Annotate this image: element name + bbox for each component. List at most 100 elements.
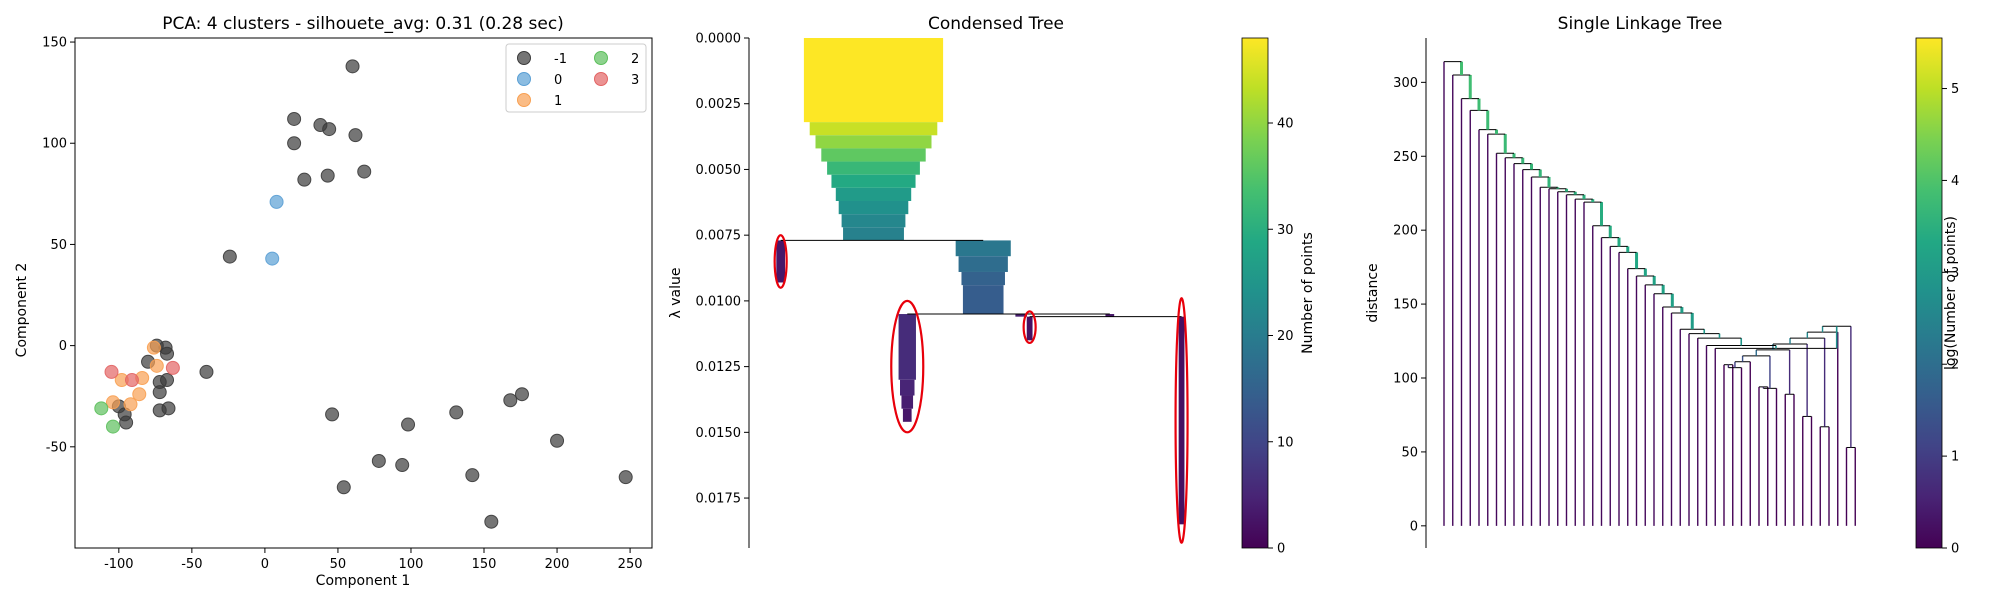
scatter-point xyxy=(357,164,372,179)
colorbar-tick-label: 3 xyxy=(1951,266,1959,281)
condensed-tree-bar xyxy=(1178,316,1185,525)
selected-cluster-ellipse xyxy=(1174,297,1189,544)
x-tick-label: 250 xyxy=(618,557,643,572)
y-tick-label: 300 xyxy=(1393,76,1418,91)
legend-marker xyxy=(517,93,531,107)
scatter-point xyxy=(124,373,139,388)
colorbar-tick-label: 40 xyxy=(1277,117,1294,132)
condensed-tree-bar xyxy=(958,256,1008,272)
y-tick-label: 50 xyxy=(1401,445,1418,460)
y-tick-label: 150 xyxy=(42,36,67,51)
scatter-point xyxy=(297,172,312,187)
y-tick-label: 100 xyxy=(42,137,67,152)
legend-label: 1 xyxy=(554,94,562,109)
log-colorbar-gradient xyxy=(1915,37,1943,549)
scatter-point xyxy=(152,385,167,400)
x-tick-label: 100 xyxy=(399,557,424,572)
legend-marker xyxy=(594,72,608,86)
legend-label: -1 xyxy=(554,52,567,67)
y-tick-label: 0 xyxy=(1410,519,1418,534)
pca-scatter-panel: PCA: 4 clusters - silhouete_avg: 0.31 (0… xyxy=(14,14,653,589)
legend-label: 3 xyxy=(631,73,639,88)
condensed-tree-bar xyxy=(900,379,915,396)
pca-axes-frame xyxy=(74,37,653,549)
condensed-tree-bar xyxy=(841,214,906,228)
scatter-point xyxy=(222,249,237,264)
y-tick-label: 0.0150 xyxy=(696,426,742,441)
y-tick-label: 0.0025 xyxy=(696,97,742,112)
single-linkage-y-axis-label: distance xyxy=(1365,263,1381,322)
condensed-tree-bar xyxy=(827,161,920,175)
legend-marker xyxy=(594,51,608,65)
colorbar-tick-label: 2 xyxy=(1951,358,1959,373)
legend-label: 2 xyxy=(631,52,639,67)
scatter-point xyxy=(160,373,175,388)
log-points-colorbar-label: log(Number of points) xyxy=(1943,216,1959,370)
scatter-point xyxy=(269,194,284,209)
scatter-point xyxy=(465,468,480,483)
selected-cluster-ellipse xyxy=(890,299,925,434)
colorbar-tick-label: 0 xyxy=(1277,542,1285,557)
selected-cluster-ellipse xyxy=(773,234,788,289)
condensed-tree-bar xyxy=(1105,314,1115,317)
condensed-tree-bar xyxy=(955,240,1011,257)
scatter-point xyxy=(484,514,499,529)
condensed-tree-bar xyxy=(831,174,916,188)
scatter-point xyxy=(348,128,363,143)
scatter-point xyxy=(105,395,120,410)
condensed-tree-bar xyxy=(1026,316,1033,341)
scatter-point xyxy=(287,136,302,151)
condensed-tree-bar xyxy=(902,408,912,422)
x-tick-label: 150 xyxy=(472,557,497,572)
scatter-point xyxy=(104,364,119,379)
y-tick-label: 200 xyxy=(1393,224,1418,239)
scatter-point xyxy=(550,433,565,448)
y-tick-label: 0.0000 xyxy=(696,32,742,47)
condensed-tree-panel: Condensed Tree 0.0000 0.0025 0.0050 0.0075 0… xyxy=(668,14,1316,557)
y-tick-label: 0.0050 xyxy=(696,163,742,178)
condensed-tree-bar xyxy=(821,148,926,162)
scatter-point xyxy=(165,360,180,375)
y-tick-label: 250 xyxy=(1393,150,1418,165)
x-tick-label: 50 xyxy=(330,557,347,572)
condensed-tree-bar xyxy=(835,187,912,201)
scatter-point xyxy=(371,453,386,468)
scatter-point xyxy=(514,387,529,402)
condensed-tree-bar xyxy=(1015,314,1027,317)
legend-marker xyxy=(517,72,531,86)
scatter-point xyxy=(161,401,176,416)
condensed-tree-bar xyxy=(776,240,786,283)
condensed-tree-bar xyxy=(843,227,904,241)
colorbar-tick-label: 4 xyxy=(1951,174,1959,189)
colorbar-tick-label: 30 xyxy=(1277,223,1294,238)
scatter-point xyxy=(94,401,109,416)
condensed-tree-bar xyxy=(815,135,932,149)
y-tick-label: 0.0075 xyxy=(696,229,742,244)
scatter-point xyxy=(325,407,340,422)
pca-legend: -1 0 1 2 3 xyxy=(505,43,647,113)
condensed-tree-bar xyxy=(961,271,1005,286)
log-points-colorbar: 0 1 2 3 4 5 xyxy=(1915,37,1959,557)
colorbar-tick-label: 20 xyxy=(1277,329,1294,344)
x-tick-label: -100 xyxy=(104,557,134,572)
condensed-tree-bar xyxy=(901,395,914,409)
condensed-tree-bar xyxy=(838,200,909,215)
y-tick-label: 0.0175 xyxy=(696,492,742,507)
y-tick-label: -50 xyxy=(46,440,67,455)
y-tick-label: 100 xyxy=(1393,372,1418,387)
scatter-point xyxy=(146,340,161,355)
condensed-tree-bar xyxy=(809,122,938,136)
points-colorbar-gradient xyxy=(1241,37,1269,549)
y-tick-label: 50 xyxy=(50,238,67,253)
condensed-tree-bar xyxy=(803,38,944,123)
scatter-point xyxy=(119,415,134,430)
scatter-point xyxy=(401,417,416,432)
condensed-tree-y-axis-label: λ value xyxy=(668,268,684,319)
points-colorbar: 0 10 20 30 40 xyxy=(1241,37,1294,557)
pca-y-axis-label: Component 2 xyxy=(14,263,30,358)
pca-title: PCA: 4 clusters - silhouete_avg: 0.31 (0… xyxy=(162,14,564,34)
colorbar-tick-label: 0 xyxy=(1951,542,1959,557)
colorbar-tick-label: 1 xyxy=(1951,450,1959,465)
points-colorbar-label: Number of points xyxy=(1300,232,1316,354)
